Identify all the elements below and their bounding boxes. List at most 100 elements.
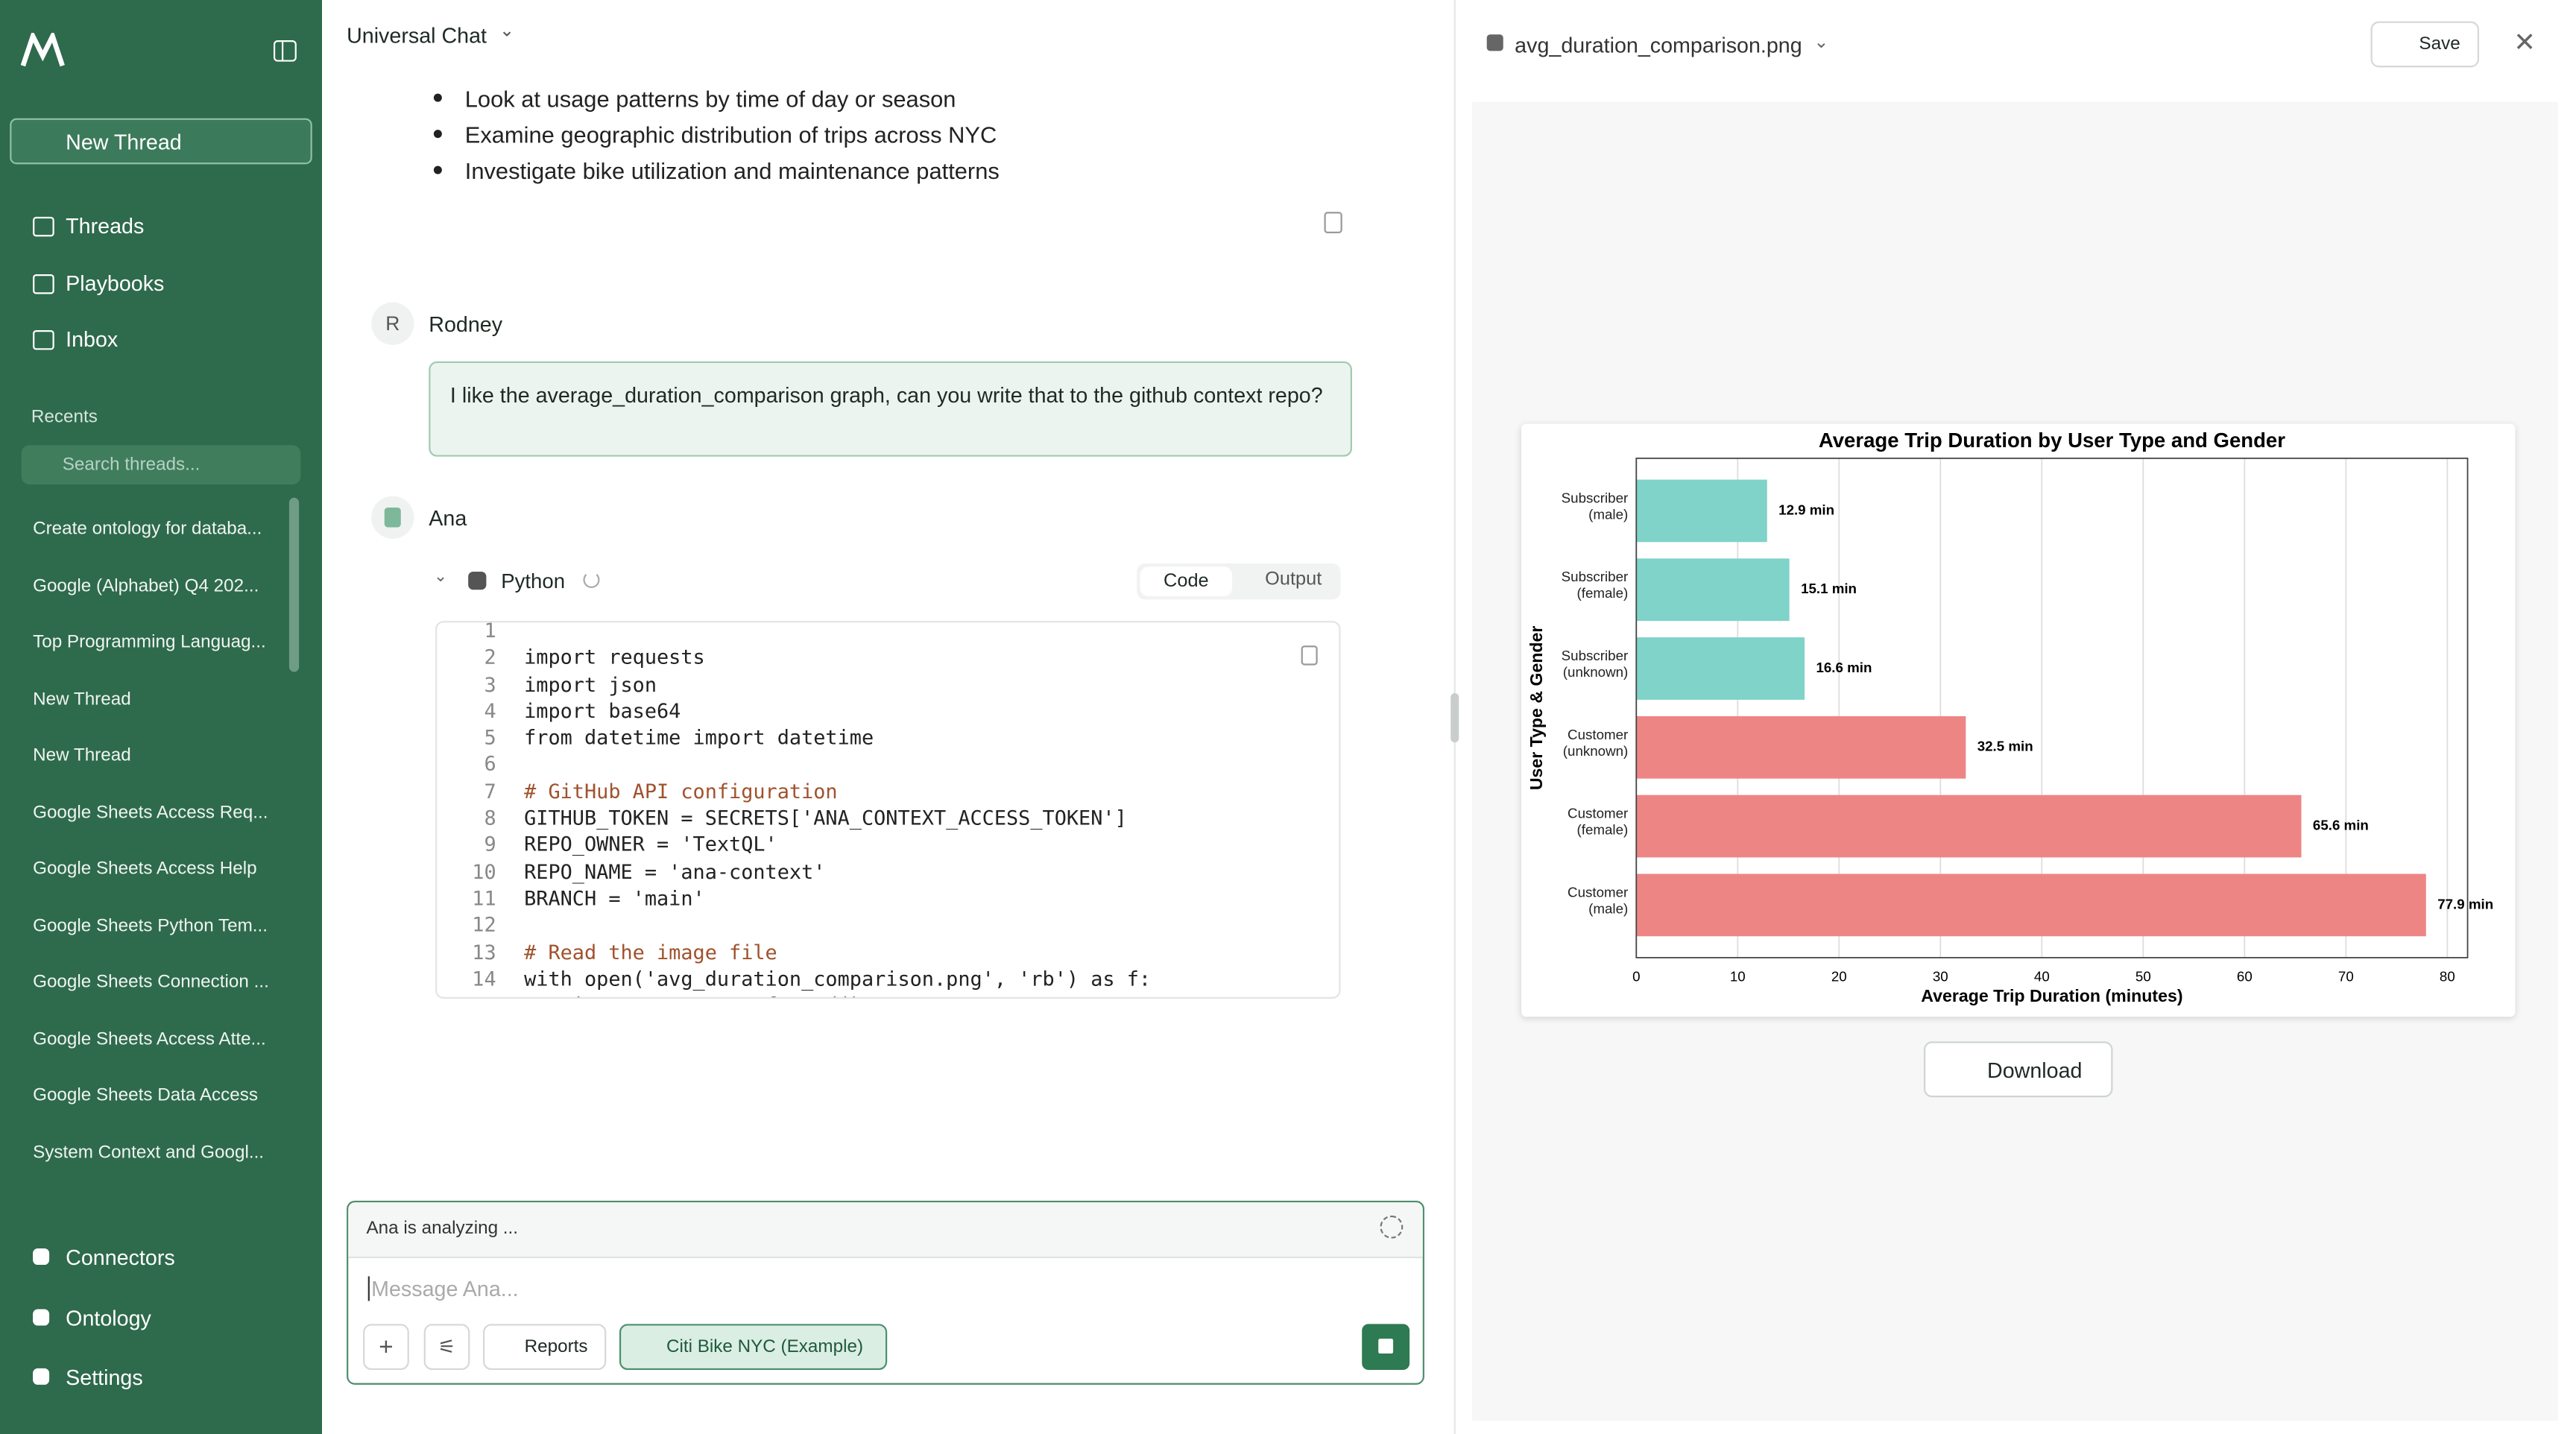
stop-button[interactable] <box>1362 1324 1410 1371</box>
recent-thread[interactable]: Create ontology for databa... <box>33 519 262 539</box>
code-output-toggle: Code Output <box>1137 563 1341 600</box>
line-number: 4 <box>484 699 496 723</box>
code-text: import json <box>524 672 657 696</box>
copy-icon[interactable] <box>1324 212 1342 233</box>
code-line: 8 GITHUB_TOKEN = SECRETS['ANA_CONTEXT_ACC… <box>437 805 1324 832</box>
resize-handle[interactable] <box>1450 693 1459 743</box>
code-text: from datetime import datetime <box>524 726 874 750</box>
image-icon <box>1486 34 1503 51</box>
recent-thread[interactable]: New Thread <box>33 745 131 766</box>
connector-chip[interactable]: Citi Bike NYC (Example) <box>619 1324 888 1371</box>
recent-thread[interactable]: Google Sheets Python Tem... <box>33 915 268 936</box>
collapse-icon[interactable] <box>273 40 297 63</box>
code-text: image_content = f.read() <box>524 994 862 997</box>
bar <box>1636 874 2426 937</box>
code-text: with open('avg_duration_comparison.png',… <box>524 967 1152 991</box>
line-number: 11 <box>472 887 496 910</box>
y-tick-label-box: Customer (unknown) <box>1563 727 1628 757</box>
chart-title: Average Trip Duration by User Type and G… <box>1819 429 2285 452</box>
line-number: 5 <box>484 726 496 750</box>
nav-icon <box>33 216 54 237</box>
recent-thread[interactable]: Google Sheets Access Atte... <box>33 1029 266 1049</box>
python-icon <box>468 571 487 590</box>
nav-item[interactable]: Settings <box>66 1365 143 1390</box>
user-avatar: R <box>371 302 414 345</box>
code-line: 14 with open('avg_duration_comparison.png… <box>437 966 1324 993</box>
nav-item[interactable]: Ontology <box>66 1306 151 1331</box>
new-thread-label: New Thread <box>66 130 182 155</box>
y-tick-label-box: Subscriber (unknown) <box>1562 649 1629 679</box>
tune-button[interactable]: ⚟ <box>423 1324 470 1371</box>
nav-item[interactable]: Threads <box>66 213 145 239</box>
value-label: 16.6 min <box>1816 660 1872 675</box>
line-number: 10 <box>472 860 496 883</box>
message-input[interactable]: Message Ana... <box>367 1276 519 1301</box>
code-line: 2 import requests <box>437 645 1324 672</box>
recent-thread[interactable]: Google (Alphabet) Q4 202... <box>33 575 259 596</box>
composer: Ana is analyzing ... Message Ana... + ⚟ … <box>347 1201 1424 1385</box>
new-thread-button[interactable]: New Thread <box>10 118 312 165</box>
code-line: 15 image_content = f.read() <box>437 993 1324 997</box>
collapse-caret[interactable]: ⌄ <box>433 568 448 587</box>
code-line: 3 import json <box>437 671 1324 698</box>
recent-thread[interactable]: Google Sheets Data Access <box>33 1085 258 1106</box>
code-tab[interactable]: Code <box>1140 566 1233 597</box>
assistant-name: Ana <box>429 505 467 531</box>
x-tick-label: 10 <box>1730 968 1746 984</box>
code-text: REPO_OWNER = 'TextQL' <box>524 833 777 857</box>
y-axis-label: User Type & Gender <box>1527 626 1546 791</box>
x-tick-label: 30 <box>1933 968 1948 984</box>
line-number: 8 <box>484 806 496 830</box>
recent-thread[interactable]: Google Sheets Access Help <box>33 859 257 879</box>
code-text: # Read the image file <box>524 940 777 964</box>
value-label: 77.9 min <box>2437 896 2493 912</box>
code-text: BRANCH = 'main' <box>524 887 705 910</box>
output-tab[interactable]: Output <box>1265 569 1322 590</box>
settings-icon[interactable] <box>1380 1215 1404 1239</box>
recent-thread[interactable]: Top Programming Languag... <box>33 632 266 652</box>
reports-button[interactable]: Reports <box>483 1324 607 1371</box>
y-tick-label-box: Customer (female) <box>1568 806 1628 836</box>
recents-label: Recents <box>31 407 98 428</box>
line-number: 1 <box>484 621 496 642</box>
save-button[interactable]: Save <box>2370 21 2479 68</box>
x-tick-label: 60 <box>2237 968 2253 984</box>
header-title[interactable]: Universal Chat <box>347 22 487 48</box>
logo <box>20 33 65 67</box>
line-number: 14 <box>472 967 496 991</box>
file-name[interactable]: avg_duration_comparison.png <box>1515 33 1802 58</box>
code-line: 12 <box>437 912 1324 939</box>
add-button[interactable]: + <box>363 1324 409 1371</box>
bar <box>1636 479 1767 543</box>
reports-label: Reports <box>524 1336 588 1357</box>
nav-item[interactable]: Inbox <box>66 326 119 352</box>
download-button[interactable]: Download <box>1924 1041 2113 1098</box>
code-copy-icon[interactable] <box>1301 645 1318 666</box>
close-button[interactable]: ✕ <box>2513 29 2536 58</box>
status-text: Ana is analyzing ... <box>366 1219 519 1239</box>
recent-thread[interactable]: Google Sheets Connection ... <box>33 972 269 993</box>
bullet-text: Examine geographic distribution of trips… <box>464 121 997 148</box>
y-tick-label-box: Subscriber (female) <box>1562 570 1629 600</box>
code-text: import base64 <box>524 699 681 723</box>
bullet-text: Investigate bike utilization and mainten… <box>464 157 1000 184</box>
code-text: import requests <box>524 645 705 669</box>
x-axis-label: Average Trip Duration (minutes) <box>1921 986 2182 1005</box>
code-line: 1 <box>437 621 1324 644</box>
assistant-avatar <box>371 496 414 539</box>
recent-thread[interactable]: Google Sheets Access Req... <box>33 802 268 823</box>
bullet-dot <box>433 165 442 174</box>
recent-thread[interactable]: New Thread <box>33 689 131 709</box>
recent-thread[interactable]: System Context and Googl... <box>33 1142 265 1163</box>
status-bar <box>348 1202 1423 1259</box>
nav-item[interactable]: Playbooks <box>66 271 165 296</box>
chart-card: Average Trip Duration by User Type and G… <box>1521 423 2516 1017</box>
nav-icon <box>33 274 54 294</box>
tool-name: Python <box>501 569 566 593</box>
search-box[interactable]: Search threads... <box>21 445 301 485</box>
code-line: 5 from datetime import datetime <box>437 724 1324 751</box>
y-tick-label: Subscriber (male) <box>1561 490 1629 522</box>
code-text: GITHUB_TOKEN = SECRETS['ANA_CONTEXT_ACCE… <box>524 806 1127 830</box>
value-label: 32.5 min <box>1977 739 2033 754</box>
nav-item[interactable]: Connectors <box>66 1245 175 1270</box>
